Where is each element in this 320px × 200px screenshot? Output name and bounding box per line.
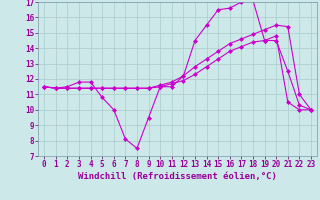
X-axis label: Windchill (Refroidissement éolien,°C): Windchill (Refroidissement éolien,°C) bbox=[78, 172, 277, 181]
